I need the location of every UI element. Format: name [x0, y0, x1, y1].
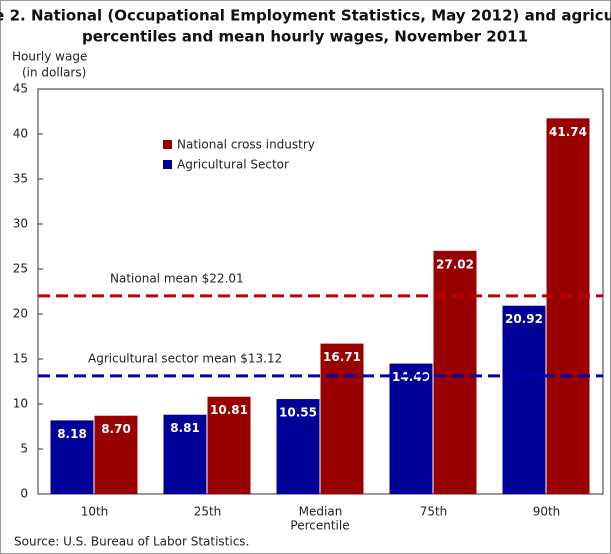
bar [546, 118, 590, 494]
bar [433, 250, 477, 494]
chart-title: percentiles and mean hourly wages, Novem… [82, 28, 528, 46]
y-tick-label: 45 [13, 82, 28, 96]
legend-swatch [163, 140, 172, 149]
y-tick-label: 35 [13, 172, 28, 186]
bar [389, 363, 433, 494]
x-tick-label: 90th [533, 505, 561, 519]
bar [50, 420, 94, 494]
value-label: 10.55 [279, 406, 317, 420]
y-tick-label: 0 [20, 487, 28, 501]
x-axis-label: Percentile [290, 519, 349, 533]
y-tick-label: 5 [20, 442, 28, 456]
bar [502, 305, 546, 494]
y-tick-label: 20 [13, 307, 28, 321]
bar [320, 343, 364, 494]
y-tick-label: 15 [13, 352, 28, 366]
x-tick-label: Median [299, 505, 343, 519]
y-axis-label: Hourly wage [12, 50, 87, 64]
legend-swatch [163, 160, 172, 169]
value-label: 8.81 [170, 421, 200, 435]
bar [94, 415, 138, 494]
y-axis-label: (in dollars) [22, 66, 86, 80]
value-label: 8.18 [57, 427, 87, 441]
legend-label: Agricultural Sector [177, 158, 289, 172]
reference-label: Agricultural sector mean $13.12 [88, 351, 282, 365]
bar [163, 414, 207, 494]
y-tick-label: 25 [13, 262, 28, 276]
chart-title: Figure 2. National (Occupational Employm… [0, 7, 611, 25]
value-label: 41.74 [549, 125, 587, 139]
bar [207, 396, 251, 494]
y-tick-label: 30 [13, 217, 28, 231]
value-label: 20.92 [505, 312, 543, 326]
y-tick-label: 10 [13, 397, 28, 411]
bar [276, 399, 320, 494]
value-label: 14.49 [392, 370, 430, 384]
x-tick-label: 75th [420, 505, 448, 519]
value-label: 27.02 [436, 257, 474, 271]
y-tick-label: 40 [13, 127, 28, 141]
x-tick-label: 10th [81, 505, 109, 519]
value-label: 16.71 [323, 350, 361, 364]
reference-label: National mean $22.01 [110, 271, 244, 285]
source: Source: U.S. Bureau of Labor Statistics. [14, 535, 249, 549]
value-label: 10.81 [210, 403, 248, 417]
value-label: 8.70 [101, 422, 131, 436]
legend-label: National cross industry [177, 138, 315, 152]
x-tick-label: 25th [194, 505, 222, 519]
